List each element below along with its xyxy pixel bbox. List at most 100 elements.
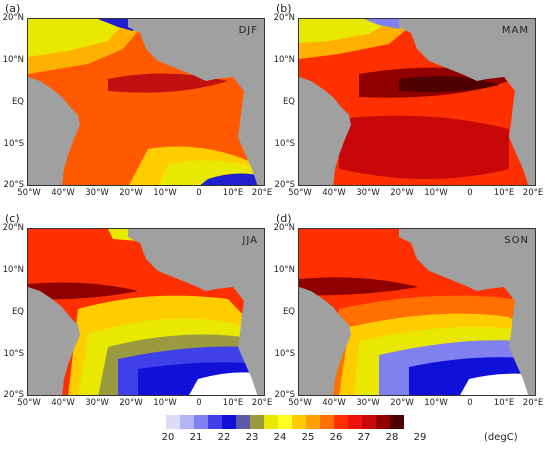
- map-mam: MAM: [298, 18, 536, 186]
- y-tick-label: 20°S: [3, 180, 24, 190]
- x-tick-label: 20°W: [119, 188, 143, 198]
- map-son: SON: [298, 228, 536, 396]
- colorbar-cell: [292, 415, 306, 429]
- sst-contour: [28, 19, 128, 57]
- sst-map-son: [299, 229, 535, 395]
- y-tick-label: 10°N: [2, 55, 24, 65]
- sst-contour: [299, 277, 419, 296]
- x-tick-label: 50°W: [17, 398, 41, 408]
- y-tick-label: EQ: [11, 97, 24, 107]
- colorbar-label: 24: [273, 432, 287, 443]
- x-tick-label: 50°W: [288, 398, 312, 408]
- x-tick-label: 20°E: [251, 188, 273, 198]
- x-tick-label: 20°W: [390, 188, 414, 198]
- map-djf: DJF: [27, 18, 265, 186]
- y-tick-label: 10°S: [3, 349, 24, 359]
- x-tick-label: 50°W: [288, 188, 312, 198]
- sst-contour: [299, 19, 394, 43]
- colorbar-label: 21: [189, 432, 203, 443]
- africa-land: [128, 229, 264, 395]
- panel-letter: (b): [276, 2, 292, 15]
- x-tick-label: 20°E: [522, 188, 544, 198]
- y-tick-label: 20°N: [2, 13, 24, 23]
- panel-letter: (c): [5, 212, 20, 225]
- colorbar-cell: [208, 415, 222, 429]
- x-tick-label: 40°W: [322, 398, 346, 408]
- colorbar-cell: [264, 415, 278, 429]
- colorbar-cell: [222, 415, 236, 429]
- south-america-land: [28, 287, 80, 395]
- colorbar: [166, 415, 404, 429]
- y-tick-label: 10°N: [2, 265, 24, 275]
- colorbar-cell: [390, 415, 404, 429]
- x-tick-label: 0: [467, 188, 473, 198]
- x-tick-label: 30°W: [356, 188, 380, 198]
- south-america-land: [28, 77, 80, 185]
- season-label: MAM: [501, 25, 529, 36]
- africa-land: [128, 19, 264, 185]
- x-tick-label: 0: [467, 398, 473, 408]
- colorbar-label: 26: [329, 432, 343, 443]
- map-jja: JJA: [27, 228, 265, 396]
- y-tick-label: 20°S: [3, 390, 24, 400]
- south-america-land: [299, 77, 351, 185]
- sst-contour: [399, 76, 499, 93]
- x-tick-label: 20°W: [390, 398, 414, 408]
- x-tick-label: 30°W: [356, 398, 380, 408]
- x-tick-label: 0: [196, 188, 202, 198]
- x-tick-label: 10°W: [424, 188, 448, 198]
- sst-contour: [364, 19, 404, 29]
- y-tick-label: EQ: [282, 97, 295, 107]
- colorbar-cell: [166, 415, 180, 429]
- africa-land: [399, 229, 535, 395]
- y-tick-label: 20°N: [273, 13, 295, 23]
- x-tick-label: 10°W: [424, 398, 448, 408]
- colorbar-cell: [306, 415, 320, 429]
- y-tick-label: 20°S: [274, 390, 295, 400]
- y-tick-label: EQ: [11, 307, 24, 317]
- colorbar-unit: (degC): [484, 432, 518, 443]
- africa-land: [399, 19, 535, 185]
- colorbar-cell: [250, 415, 264, 429]
- y-tick-label: 10°S: [3, 139, 24, 149]
- colorbar-label: 23: [245, 432, 259, 443]
- colorbar-cell: [278, 415, 292, 429]
- x-tick-label: 40°W: [51, 398, 75, 408]
- colorbar-label: 29: [413, 432, 427, 443]
- season-label: SON: [504, 235, 529, 246]
- sst-contour: [200, 173, 264, 185]
- colorbar-label: 20: [161, 432, 175, 443]
- sst-contour: [189, 372, 264, 395]
- colorbar-cell: [334, 415, 348, 429]
- colorbar-label: 25: [301, 432, 315, 443]
- x-tick-label: 50°W: [17, 188, 41, 198]
- y-tick-label: 20°N: [273, 223, 295, 233]
- x-tick-label: 10°E: [222, 398, 244, 408]
- x-tick-label: 20°E: [522, 398, 544, 408]
- season-label: DJF: [238, 25, 258, 36]
- x-tick-label: 10°E: [222, 188, 244, 198]
- colorbar-label: 22: [217, 432, 231, 443]
- y-tick-label: EQ: [282, 307, 295, 317]
- x-tick-label: 20°W: [119, 398, 143, 408]
- x-tick-label: 30°W: [85, 188, 109, 198]
- y-tick-label: 10°N: [273, 265, 295, 275]
- colorbar-cell: [362, 415, 376, 429]
- sst-contour: [460, 373, 535, 395]
- x-tick-label: 20°E: [251, 398, 273, 408]
- x-tick-label: 10°E: [493, 398, 515, 408]
- y-tick-label: 10°N: [273, 55, 295, 65]
- south-america-land: [299, 287, 351, 395]
- y-tick-label: 20°N: [2, 223, 24, 233]
- colorbar-cell: [348, 415, 362, 429]
- colorbar-cell: [320, 415, 334, 429]
- x-tick-label: 0: [196, 398, 202, 408]
- colorbar-cell: [376, 415, 390, 429]
- sst-map-djf: [28, 19, 264, 185]
- x-tick-label: 10°W: [153, 188, 177, 198]
- y-tick-label: 10°S: [274, 349, 295, 359]
- y-tick-label: 10°S: [274, 139, 295, 149]
- sst-contour: [28, 282, 138, 300]
- x-tick-label: 30°W: [85, 398, 109, 408]
- colorbar-label: 28: [385, 432, 399, 443]
